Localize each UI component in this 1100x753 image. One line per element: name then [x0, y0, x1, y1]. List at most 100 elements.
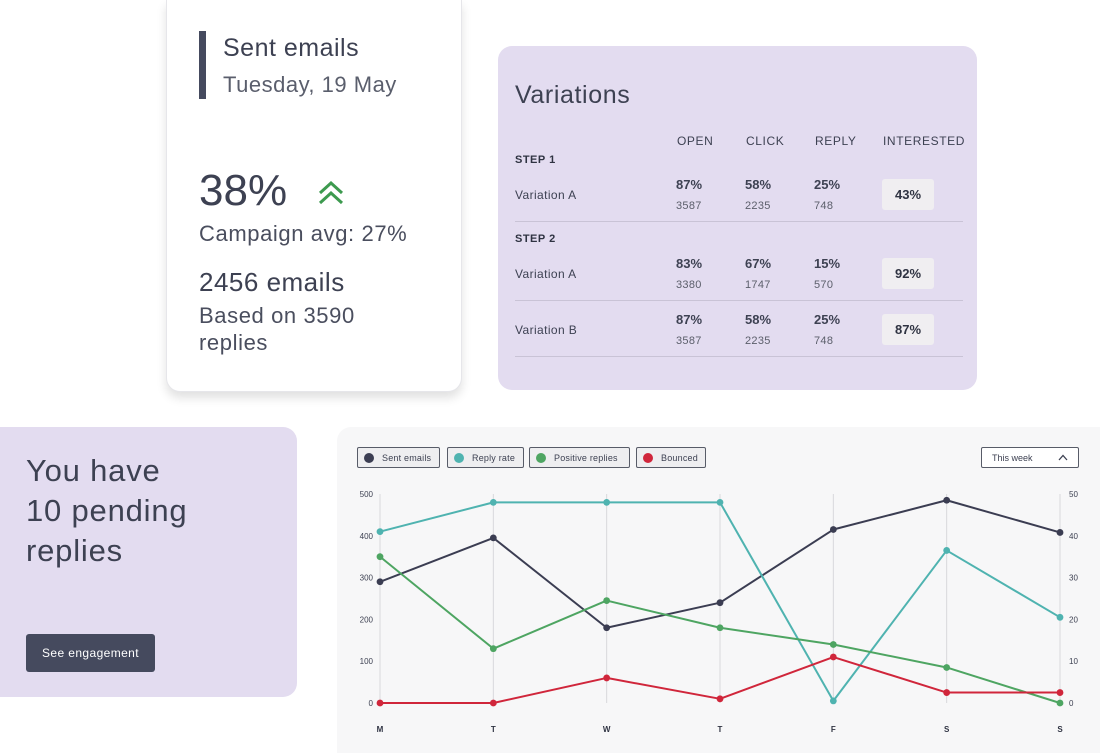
data-point-reply-rate — [716, 498, 724, 506]
campaign-average: Campaign avg: 27% — [199, 221, 408, 246]
pending-replies-card: You have 10 pending replies See engageme… — [0, 427, 297, 697]
data-point-sent-emails — [603, 624, 611, 632]
sent-emails-card: Sent emails Tuesday, 19 May 38% Campaign… — [166, 0, 462, 392]
reply-count: 570 — [814, 279, 834, 291]
column-header-click: CLICK — [746, 134, 785, 148]
x-tick-label: T — [718, 725, 723, 734]
pending-text-line: 10 pending — [26, 493, 188, 528]
open-percent: 83% — [676, 256, 703, 271]
step-label: STEP 1 — [515, 154, 556, 166]
y-tick-label-left: 0 — [369, 699, 374, 708]
data-point-reply-rate — [943, 547, 951, 554]
variations-card: Variations OPEN CLICK REPLY INTERESTED S… — [498, 46, 977, 390]
x-tick-label: T — [491, 725, 496, 734]
y-tick-label-left: 300 — [360, 574, 374, 583]
data-point-sent-emails — [829, 526, 837, 533]
legend-positive-replies[interactable]: Positive replies — [529, 447, 630, 468]
data-point-positive-replies — [829, 641, 837, 648]
chart-card: Sent emails Reply rate Positive replies … — [337, 427, 1100, 753]
column-header-open: OPEN — [677, 134, 714, 148]
data-point-bounced — [943, 689, 951, 696]
y-tick-label-left: 100 — [360, 657, 374, 666]
interested-badge: 43% — [882, 179, 934, 210]
column-header-reply: REPLY — [815, 134, 857, 148]
click-count: 1747 — [745, 279, 771, 291]
data-point-bounced — [716, 695, 724, 703]
data-point-positive-replies — [943, 664, 951, 671]
variation-row[interactable]: Variation A 83% 3380 67% 1747 15% 570 92… — [515, 245, 963, 301]
y-tick-label-left: 200 — [360, 615, 374, 624]
data-point-positive-replies — [489, 645, 497, 653]
interested-badge: 92% — [882, 258, 934, 289]
data-point-reply-rate — [376, 528, 384, 536]
y-tick-label-right: 40 — [1069, 532, 1078, 541]
variation-row[interactable]: Variation A 87% 3587 58% 2235 25% 748 43… — [515, 166, 963, 222]
data-point-bounced — [489, 699, 497, 707]
data-point-positive-replies — [376, 553, 384, 561]
reply-percent: 25% — [814, 177, 841, 192]
y-tick-label-right: 0 — [1069, 699, 1074, 708]
legend-label: Positive replies — [554, 452, 618, 463]
x-tick-label: S — [944, 725, 950, 734]
legend-dot-icon — [536, 452, 546, 463]
data-point-positive-replies — [716, 624, 724, 632]
data-point-positive-replies — [1056, 699, 1064, 707]
click-percent: 67% — [745, 256, 772, 271]
open-percent: 87% — [676, 177, 703, 192]
legend-reply-rate[interactable]: Reply rate — [447, 447, 524, 468]
open-count: 3380 — [676, 279, 702, 291]
data-point-reply-rate — [1056, 613, 1064, 621]
variation-name: Variation B — [515, 323, 578, 337]
variation-name: Variation A — [515, 267, 577, 281]
data-point-sent-emails — [1056, 529, 1064, 536]
data-point-sent-emails — [376, 578, 384, 586]
y-tick-label-right: 50 — [1069, 490, 1078, 499]
card-date: Tuesday, 19 May — [223, 72, 397, 97]
time-range-select[interactable]: This week — [981, 447, 1079, 468]
x-tick-label: W — [603, 725, 611, 734]
step-label: STEP 2 — [515, 233, 556, 245]
legend-dot-icon — [454, 452, 464, 463]
data-point-positive-replies — [603, 597, 611, 604]
open-count: 3587 — [676, 335, 702, 347]
data-point-reply-rate — [489, 498, 497, 506]
variation-row[interactable]: Variation B 87% 3587 58% 2235 25% 748 87… — [515, 301, 963, 357]
variation-name: Variation A — [515, 188, 577, 202]
legend-label: Bounced — [661, 452, 698, 463]
y-tick-label-left: 400 — [360, 532, 374, 541]
data-point-sent-emails — [943, 496, 951, 504]
reply-count: 748 — [814, 335, 834, 347]
legend-label: Reply rate — [472, 452, 516, 463]
y-tick-label-right: 30 — [1069, 574, 1078, 583]
x-tick-label: F — [831, 725, 836, 734]
card-title: Sent emails — [223, 34, 360, 62]
see-engagement-button[interactable]: See engagement — [26, 634, 155, 672]
legend-sent-emails[interactable]: Sent emails — [357, 447, 440, 468]
y-tick-label-right: 20 — [1069, 615, 1078, 624]
variations-title: Variations — [515, 81, 631, 109]
data-point-sent-emails — [716, 599, 724, 607]
reply-percent: 15% — [814, 256, 841, 271]
legend-bounced[interactable]: Bounced — [636, 447, 706, 468]
data-point-reply-rate — [603, 498, 611, 506]
y-tick-label-right: 10 — [1069, 657, 1078, 666]
pending-text-line: replies — [26, 533, 123, 568]
open-percent: 87% — [676, 312, 703, 327]
y-tick-label-left: 500 — [360, 490, 374, 499]
data-point-bounced — [376, 699, 384, 707]
time-range-value: This week — [992, 452, 1033, 463]
click-percent: 58% — [745, 312, 772, 327]
emails-count: 2456 emails — [199, 267, 345, 297]
data-point-sent-emails — [489, 534, 497, 542]
x-tick-label: M — [377, 725, 384, 734]
sent-rate-value: 38% — [199, 166, 288, 215]
legend-dot-icon — [364, 452, 374, 463]
click-percent: 58% — [745, 177, 772, 192]
x-tick-label: S — [1057, 725, 1063, 734]
line-chart: 0 100 200 300 400 500 0 10 20 30 40 50 M T W T F S S — [360, 490, 1079, 734]
open-count: 3587 — [676, 200, 702, 212]
data-point-bounced — [829, 653, 837, 661]
legend-dot-icon — [643, 452, 653, 463]
reply-percent: 25% — [814, 312, 841, 327]
interested-badge: 87% — [882, 314, 934, 345]
